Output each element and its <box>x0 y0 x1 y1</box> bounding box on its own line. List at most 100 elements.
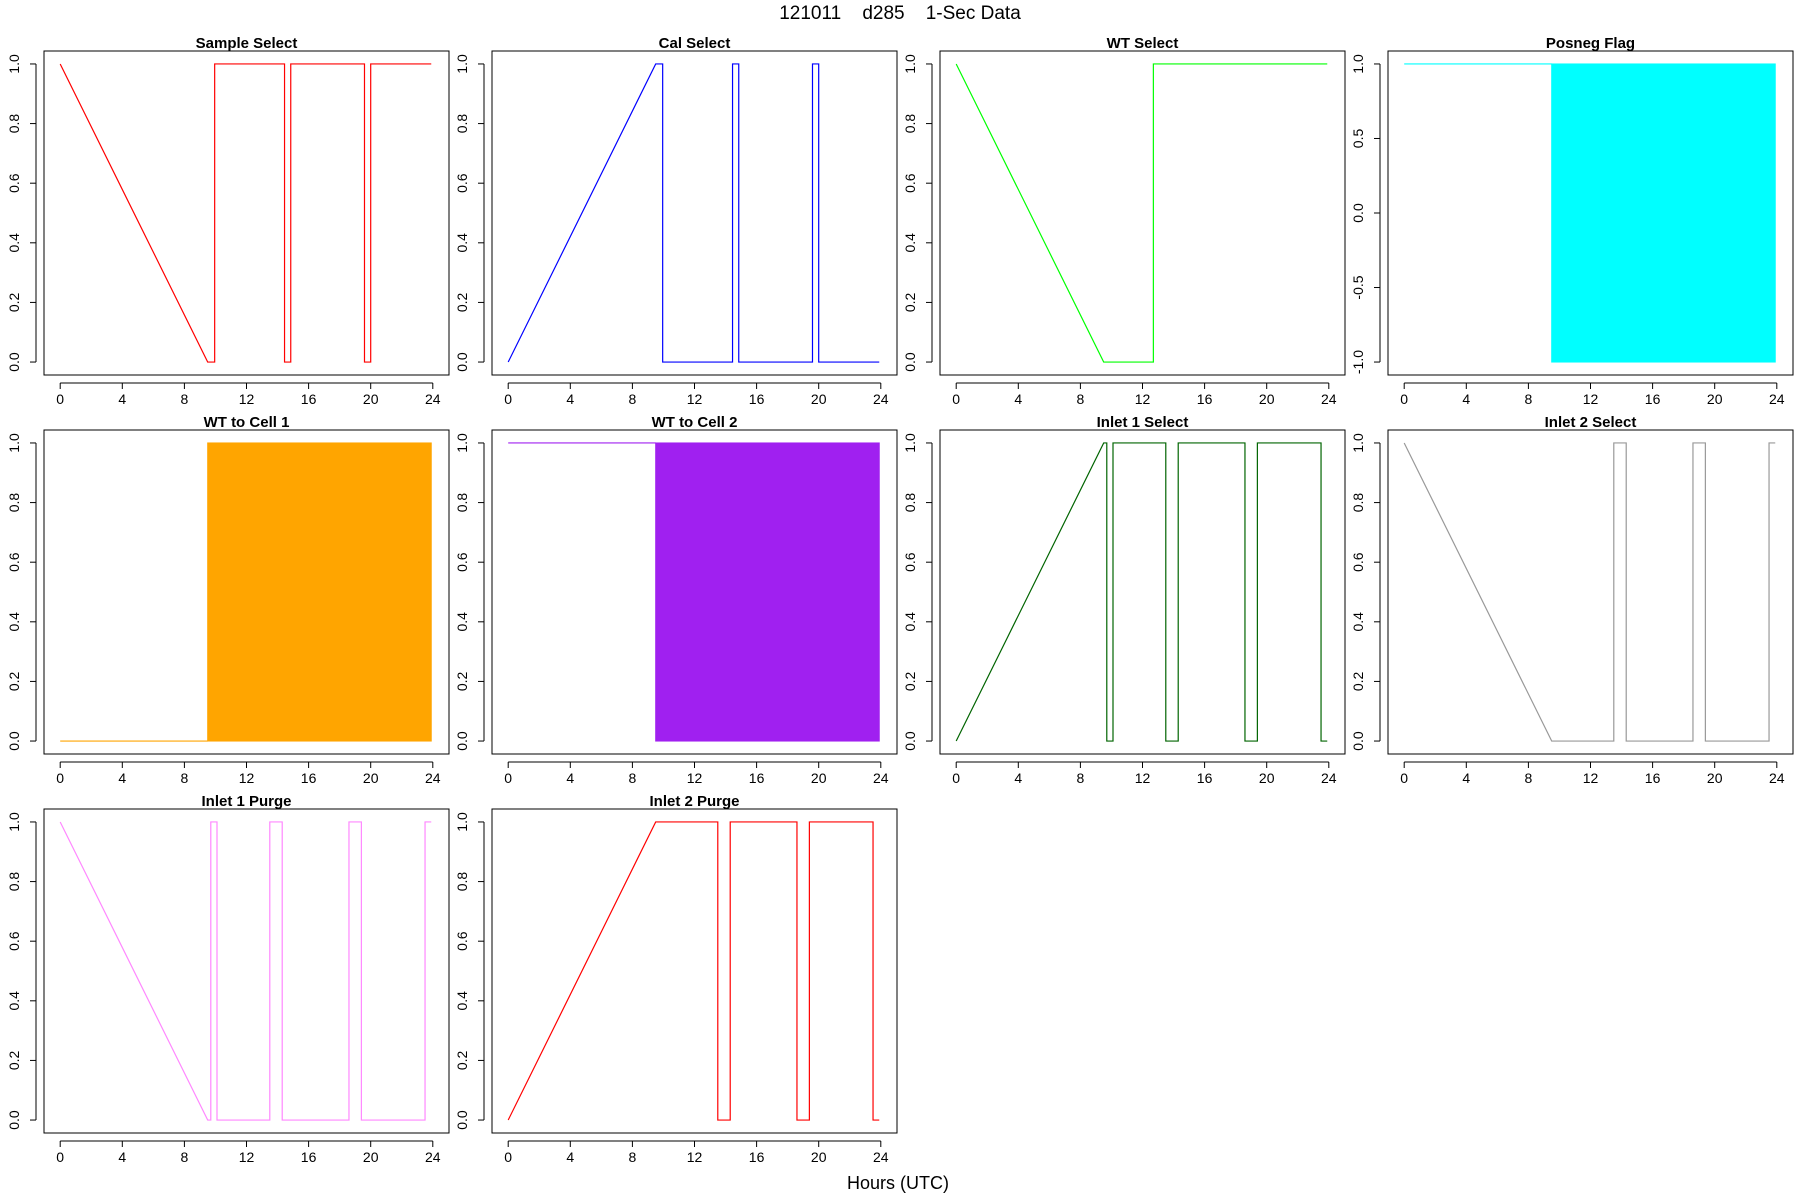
y-tick-label: 0.0 <box>454 352 470 372</box>
x-tick-label: 0 <box>504 770 512 786</box>
plot-frame <box>1387 429 1794 755</box>
plot-frame <box>1387 50 1794 376</box>
x-tick-label: 4 <box>1014 770 1022 786</box>
y-tick-label: 0.6 <box>454 931 470 951</box>
filled-region <box>1551 63 1776 363</box>
plot-frame <box>43 808 450 1134</box>
x-tick-label: 8 <box>629 770 637 786</box>
x-tick-label: 20 <box>363 391 379 407</box>
x-tick-label: 4 <box>1014 391 1022 407</box>
x-tick-label: 4 <box>118 391 126 407</box>
panel-4: Posneg Flag 0 4 8 12 16 20 24 -1.0 -0.5 0.0 0.5 1.0 <box>1350 35 1794 407</box>
plot-frame <box>939 50 1346 376</box>
panel-title: WT to Cell 2 <box>652 414 738 431</box>
panel-3: WT Select 0 4 8 12 16 20 24 0.0 0.2 0.4 0.6 0.8 1.0 <box>902 35 1346 407</box>
x-tick-label: 12 <box>239 391 255 407</box>
y-tick-label: 0.8 <box>454 872 470 892</box>
panel-8: Inlet 2 Select 0 4 8 12 16 20 24 0.0 0.2 0.4 0.6 0.8… <box>1350 414 1794 786</box>
panel-title: Cal Select <box>659 35 731 52</box>
y-tick-label: 0.4 <box>1350 612 1366 632</box>
x-tick-label: 16 <box>1197 391 1213 407</box>
x-tick-label: 16 <box>749 391 765 407</box>
x-tick-label: 4 <box>566 770 574 786</box>
x-tick-label: 0 <box>56 770 64 786</box>
x-tick-label: 16 <box>301 770 317 786</box>
y-tick-label: 0.4 <box>454 233 470 253</box>
x-tick-label: 20 <box>1259 770 1275 786</box>
x-tick-label: 24 <box>873 391 889 407</box>
y-tick-label: 0.6 <box>1350 552 1366 572</box>
series-line <box>955 63 1328 363</box>
panel-2: Cal Select 0 4 8 12 16 20 24 0.0 0.2 0.4 0.6 0.8 1.0 <box>454 35 898 407</box>
y-tick-label: 0.2 <box>1350 671 1366 691</box>
x-tick-label: 8 <box>1525 391 1533 407</box>
x-tick-label: 20 <box>811 391 827 407</box>
y-tick-label: 0.4 <box>454 991 470 1011</box>
y-tick-label: 0.2 <box>454 1050 470 1070</box>
y-tick-label: 0.2 <box>454 671 470 691</box>
y-tick-label: 0.8 <box>454 493 470 513</box>
series-line <box>507 63 880 363</box>
series-line <box>1403 442 1776 742</box>
plot-frame <box>43 429 450 755</box>
x-tick-label: 12 <box>687 1149 703 1165</box>
x-tick-label: 24 <box>1769 391 1785 407</box>
y-tick-label: 1.0 <box>1350 433 1366 453</box>
x-tick-label: 4 <box>118 770 126 786</box>
y-tick-label: 0.8 <box>902 493 918 513</box>
y-tick-label: 0.6 <box>454 173 470 193</box>
panel-5: WT to Cell 1 0 4 8 12 16 20 24 0.0 0.2 0.4 0.6 0.8 1.… <box>6 414 450 786</box>
y-tick-label: 0.8 <box>6 493 22 513</box>
y-tick-label: 0.6 <box>6 173 22 193</box>
y-tick-label: 0.0 <box>1350 731 1366 751</box>
x-tick-label: 24 <box>873 1149 889 1165</box>
x-tick-label: 0 <box>504 391 512 407</box>
y-tick-label: 1.0 <box>454 54 470 74</box>
x-tick-label: 12 <box>1135 391 1151 407</box>
y-tick-label: 0.4 <box>902 233 918 253</box>
y-tick-label: 1.0 <box>1350 54 1366 74</box>
panel-title: Posneg Flag <box>1546 35 1635 52</box>
x-tick-label: 16 <box>749 1149 765 1165</box>
y-tick-label: 0.2 <box>6 671 22 691</box>
panel-title: Sample Select <box>196 35 298 52</box>
panel-title: Inlet 2 Purge <box>649 793 739 810</box>
x-tick-label: 20 <box>363 1149 379 1165</box>
x-tick-label: 4 <box>566 391 574 407</box>
x-tick-label: 0 <box>504 1149 512 1165</box>
y-tick-label: 0.0 <box>6 352 22 372</box>
panels: Sample Select 0 4 8 12 16 20 24 0.0 0.2 0.4 0.6 0.8 1… <box>6 35 1794 1165</box>
series-line <box>59 821 432 1121</box>
x-tick-label: 12 <box>687 770 703 786</box>
y-tick-label: 0.2 <box>902 671 918 691</box>
x-tick-label: 8 <box>181 391 189 407</box>
x-tick-label: 8 <box>1525 770 1533 786</box>
y-tick-label: 0.4 <box>6 612 22 632</box>
x-tick-label: 24 <box>425 391 441 407</box>
y-tick-label: 0.2 <box>6 292 22 312</box>
x-axis-label: Hours (UTC) <box>847 1173 949 1193</box>
panel-7: Inlet 1 Select 0 4 8 12 16 20 24 0.0 0.2 0.4 0.6 0.8… <box>902 414 1346 786</box>
x-tick-label: 0 <box>56 391 64 407</box>
panel-title: Inlet 1 Purge <box>201 793 291 810</box>
plot-frame <box>939 429 1346 755</box>
y-tick-label: 1.0 <box>6 54 22 74</box>
figure-title: 121011 d285 1-Sec Data <box>779 3 1021 24</box>
plot-frame <box>43 50 450 376</box>
x-tick-label: 16 <box>1197 770 1213 786</box>
y-tick-label: 0.0 <box>6 731 22 751</box>
y-tick-label: 0.6 <box>454 552 470 572</box>
y-tick-label: 0.2 <box>6 1050 22 1070</box>
x-tick-label: 12 <box>239 770 255 786</box>
x-tick-label: 12 <box>1135 770 1151 786</box>
y-tick-label: 0.4 <box>454 612 470 632</box>
x-tick-label: 16 <box>1645 770 1661 786</box>
x-tick-label: 24 <box>425 770 441 786</box>
panel-10: Inlet 2 Purge 0 4 8 12 16 20 24 0.0 0.2 0.4 0.6 0.8 1… <box>454 793 898 1165</box>
plot-frame <box>491 50 898 376</box>
y-tick-label: 1.0 <box>902 54 918 74</box>
x-tick-label: 12 <box>1583 391 1599 407</box>
y-tick-label: 1.0 <box>454 433 470 453</box>
panel-title: WT to Cell 1 <box>204 414 290 431</box>
plot-frame <box>491 808 898 1134</box>
